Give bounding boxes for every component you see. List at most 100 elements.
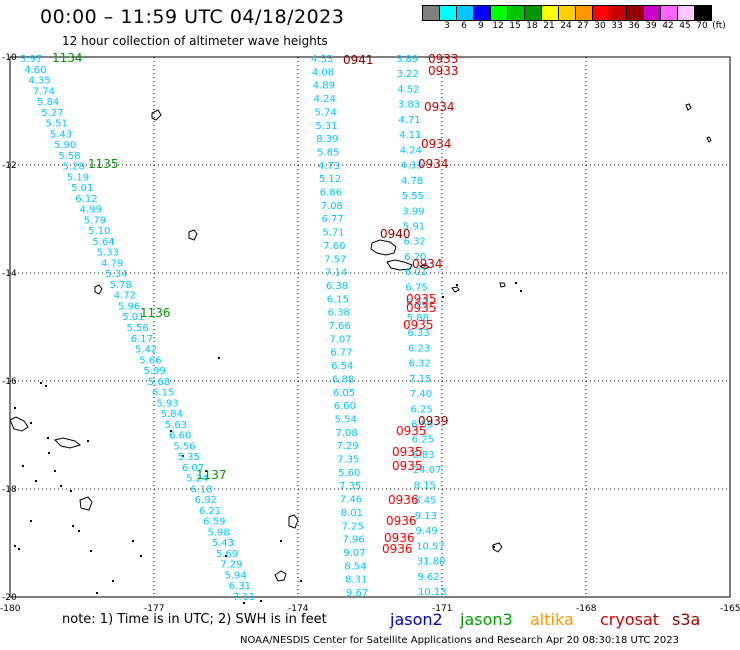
swh-value: 5.28 [63, 162, 85, 173]
swh-value: 6.15 [327, 294, 349, 305]
orbit-label: 0936 [384, 531, 415, 545]
lon-label: -180 [0, 604, 21, 614]
swh-value: 5.63 [165, 420, 187, 431]
swh-value: 6.75 [405, 282, 427, 293]
island-dot [87, 440, 89, 442]
legend-color-box [422, 5, 440, 21]
swh-value: 8.54 [344, 561, 366, 572]
swh-value: 7.46 [340, 495, 362, 506]
island-dot [205, 470, 207, 472]
swh-value: 8.15 [414, 480, 436, 491]
swh-value: 6.77 [330, 348, 352, 359]
swh-value: 5.88 [407, 313, 429, 324]
legend-color-box [609, 5, 627, 21]
swh-value: 5.78 [109, 280, 131, 291]
island-dot [72, 525, 74, 527]
swh-value: 7.07 [329, 334, 351, 345]
legend-label: (ft) [712, 21, 726, 31]
swh-value: 5.34 [105, 269, 127, 280]
island-upolu [386, 259, 413, 271]
swh-value: 6.01 [405, 267, 427, 278]
swh-value: 5.96 [118, 301, 140, 312]
swh-value: 24.07 [413, 465, 442, 476]
swh-value: 6.17 [131, 334, 153, 345]
swh-value: 7.25 [342, 521, 364, 532]
island-savaii [370, 239, 397, 256]
island-dot [14, 545, 16, 547]
legend-color-box [558, 5, 576, 21]
swh-value: 6.92 [195, 495, 217, 506]
legend-color-box [439, 5, 457, 21]
swh-value: 6.86 [320, 188, 342, 199]
island-dot [78, 530, 80, 532]
island-dot [30, 520, 32, 522]
swh-value: 5.66 [139, 355, 161, 366]
island-dot [35, 480, 37, 482]
lat-label: -14 [2, 269, 17, 279]
swh-value: 7.66 [329, 321, 351, 332]
swh-value: 6.25 [412, 435, 434, 446]
swh-value: 5.60 [338, 468, 360, 479]
swh-value: 5.01 [71, 183, 93, 194]
swh-value: 8.31 [345, 575, 367, 586]
legend-label: 9 [478, 21, 484, 31]
swh-value: 9.13 [415, 511, 437, 522]
swh-value: 5.58 [58, 151, 80, 162]
swh-value: 4.08 [312, 67, 334, 78]
swh-value: 7.08 [336, 428, 358, 439]
satellite-name: jason2 [390, 610, 443, 629]
legend-color-box [660, 5, 678, 21]
swh-value: 7.14 [325, 268, 347, 279]
legend-color-box [677, 5, 695, 21]
legend-color-box [524, 5, 542, 21]
swh-value: 6.32 [404, 237, 426, 248]
island-dot [40, 382, 42, 384]
swh-value: 8.39 [316, 134, 338, 145]
swh-value: 6.15 [152, 388, 174, 399]
swh-value: 6.60 [169, 431, 191, 442]
observations: 3.974.604.357.745.845.275.515.435.905.58… [20, 51, 459, 603]
legend-label: 24 [560, 21, 572, 31]
legend-label: 15 [509, 21, 521, 31]
orbit-label: 0934 [424, 100, 455, 114]
island-dot [48, 452, 50, 454]
legend-label: 18 [526, 21, 538, 31]
swh-value: 6.60 [334, 401, 356, 412]
legend-labels: 3 6 9 12 15 18 21 24 27 30 33 36 39 42 45 70 (ft) [422, 21, 732, 33]
legend-label: 42 [662, 21, 674, 31]
swh-value: 9.07 [343, 548, 365, 559]
lat-label: -16 [2, 377, 17, 387]
island-dot [30, 422, 32, 424]
orbit-label: 0934 [421, 137, 452, 151]
coastlines [9, 103, 712, 582]
swh-value: 7.40 [410, 389, 432, 400]
lat-label: -10 [2, 53, 17, 63]
legend-color-box [575, 5, 593, 21]
island-dot [45, 385, 47, 387]
swh-value: 4.60 [24, 65, 46, 76]
swh-value: 5.43 [50, 129, 72, 140]
map-grid [9, 56, 731, 598]
swh-value: 4.79 [101, 258, 123, 269]
swh-value: 5.64 [92, 237, 114, 248]
orbit-label: 0941 [343, 53, 374, 67]
island-dot [218, 357, 220, 359]
swh-value: 6.83 [412, 450, 434, 461]
island-dot [515, 282, 517, 284]
swh-value: 5.35 [178, 452, 200, 463]
swh-value: 5.90 [54, 140, 76, 151]
swh-value: 4.33 [400, 161, 422, 172]
swh-value: 8.01 [341, 508, 363, 519]
swh-value: 6.88 [332, 374, 354, 385]
swh-value: 5.93 [156, 398, 178, 409]
orbit-label: 0935 [392, 459, 423, 473]
swh-value: 6.20 [404, 252, 426, 263]
swh-value: 5.69 [216, 549, 238, 560]
orbit-label: 0935 [392, 445, 423, 459]
swh-value: 8.45 [414, 496, 436, 507]
credit-line: NOAA/NESDIS Center for Satellite Applica… [240, 635, 679, 646]
island-dot [493, 546, 495, 548]
small-islands [14, 282, 522, 604]
satellite-name: s3a [672, 610, 701, 629]
island-dot [140, 555, 142, 557]
